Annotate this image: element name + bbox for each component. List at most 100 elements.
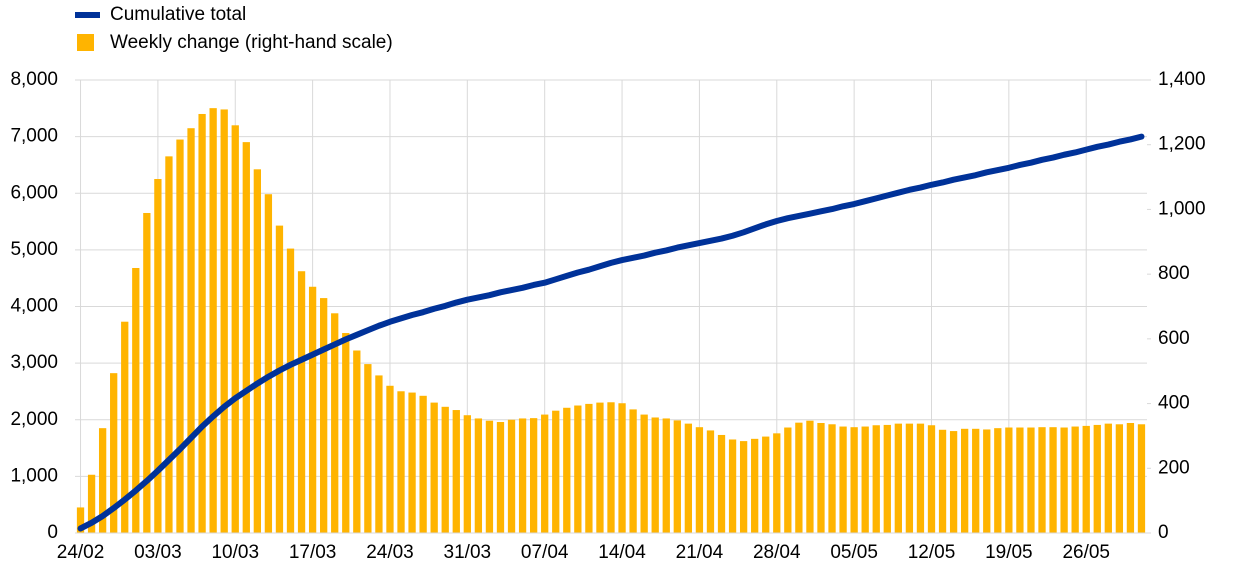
bar (938, 429, 947, 533)
bar (927, 425, 936, 533)
bar (496, 422, 505, 533)
bar (795, 422, 803, 533)
x-tick-label: 26/05 (1062, 542, 1110, 563)
legend-label: Cumulative total (110, 4, 246, 25)
bar (739, 441, 748, 533)
bar (430, 402, 438, 533)
bar (209, 108, 217, 534)
bar (1137, 424, 1146, 533)
x-tick-label: 10/03 (211, 542, 259, 563)
bar (1060, 427, 1068, 533)
bar (949, 431, 958, 533)
bar (198, 113, 206, 533)
y-tick-label: 4,000 (10, 296, 58, 317)
bar (98, 428, 107, 533)
bar (364, 364, 372, 533)
bar (386, 385, 394, 533)
bar (220, 109, 228, 533)
bar (541, 414, 549, 533)
y2-tick-label: 400 (1158, 393, 1190, 414)
x-tick-label: 05/05 (830, 542, 878, 563)
x-tick-label: 14/04 (598, 542, 646, 563)
bar (662, 418, 670, 533)
x-tick-label: 03/03 (134, 542, 182, 563)
bar (87, 474, 96, 533)
bar (154, 179, 162, 533)
bar (518, 418, 527, 533)
bar (883, 424, 891, 533)
bar (507, 419, 516, 533)
bar (253, 169, 261, 533)
bar (408, 392, 416, 533)
y-tick-label: 6,000 (10, 182, 58, 203)
x-tick-label: 24/03 (366, 542, 414, 563)
bar (1093, 424, 1101, 533)
bar (695, 427, 704, 533)
y-tick-label: 7,000 (10, 126, 58, 147)
bar (331, 313, 339, 533)
bar (817, 422, 825, 533)
bar (110, 373, 118, 533)
bar (1038, 427, 1046, 533)
bar (1016, 427, 1024, 533)
x-tick-label: 21/04 (676, 542, 724, 563)
bar (983, 429, 991, 533)
bar (894, 423, 902, 533)
bar (905, 423, 914, 533)
bar (353, 350, 361, 533)
bar (452, 410, 460, 533)
x-tick-label: 19/05 (985, 542, 1033, 563)
bar (618, 403, 626, 533)
bar (286, 248, 295, 533)
bar (784, 427, 792, 533)
y-tick-label: 2,000 (10, 409, 58, 430)
bar (1049, 427, 1057, 533)
bar (242, 142, 250, 533)
bar (607, 402, 615, 533)
bar (717, 434, 726, 533)
y-tick-label: 3,000 (10, 352, 58, 373)
bar (1126, 422, 1135, 533)
bar (773, 433, 781, 533)
x-tick-label: 24/02 (57, 542, 105, 563)
y-tick-label: 1,000 (10, 465, 58, 486)
bar (264, 194, 273, 534)
bar (308, 286, 317, 533)
bar (972, 428, 980, 533)
x-tick-label: 07/04 (521, 542, 569, 563)
bar (165, 156, 173, 533)
x-tick-label: 17/03 (289, 542, 337, 563)
bar (640, 414, 648, 533)
bar (728, 439, 737, 533)
bar (552, 410, 560, 533)
x-tick-label: 28/04 (753, 542, 801, 563)
bar (839, 426, 847, 533)
bar (684, 423, 693, 533)
bar (1104, 423, 1112, 533)
y-tick-label: 8,000 (10, 69, 58, 90)
bar (563, 407, 571, 533)
bar (1005, 427, 1013, 533)
bar (861, 426, 869, 533)
bar (706, 430, 715, 533)
bar (143, 212, 151, 533)
bar (76, 507, 85, 533)
bar (1071, 426, 1079, 533)
bar (574, 405, 582, 533)
bar (916, 423, 925, 533)
bar (231, 125, 239, 534)
legend-label: Weekly change (right-hand scale) (110, 32, 393, 53)
bar (485, 420, 494, 533)
bar (320, 298, 328, 533)
x-tick-label: 31/03 (444, 542, 492, 563)
y2-tick-label: 800 (1158, 263, 1190, 284)
y-tick-label: 0 (47, 522, 58, 543)
bar (529, 418, 538, 533)
y2-tick-label: 0 (1158, 522, 1169, 543)
bar (994, 428, 1002, 533)
bar (275, 225, 284, 533)
bar (1115, 424, 1124, 533)
y2-tick-label: 200 (1158, 457, 1190, 478)
bar (1027, 427, 1035, 533)
